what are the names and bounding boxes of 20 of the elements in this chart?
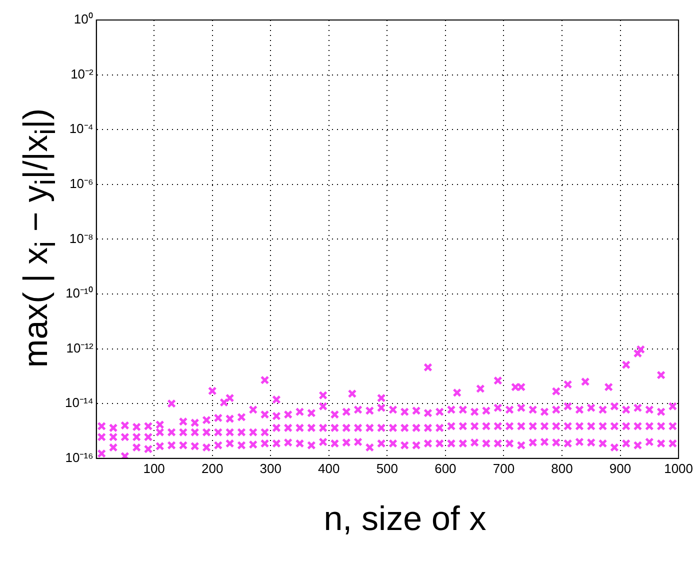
x-tick-label: 1000: [664, 460, 693, 476]
x-tick-label: 800: [551, 460, 573, 476]
x-tick-label: 300: [260, 460, 282, 476]
x-tick-label: 100: [143, 460, 165, 476]
y-tick-label: 10⁰: [74, 12, 94, 27]
y-tick-label: 10⁻⁴: [69, 121, 94, 136]
x-axis-title: n, size of x: [322, 500, 488, 539]
x-tick-label: 400: [318, 460, 340, 476]
y-tick-label: 10⁻²: [70, 66, 94, 82]
x-tick-label: 200: [201, 460, 224, 476]
y-tick-label: 10⁻¹⁴: [65, 395, 94, 410]
x-tick-label: 500: [376, 460, 398, 476]
y-tick-label: 10⁻⁶: [70, 176, 94, 191]
y-tick-label: 10⁻¹⁶: [65, 450, 94, 465]
x-tick-label: 900: [609, 460, 632, 476]
x-tick-label: 700: [492, 460, 515, 476]
y-tick-label: 10⁻⁸: [69, 230, 94, 246]
y-tick-label: 10⁻¹²: [66, 340, 94, 356]
y-tick-label: 10⁻¹⁰: [66, 286, 94, 301]
x-tick-label: 600: [434, 460, 456, 476]
